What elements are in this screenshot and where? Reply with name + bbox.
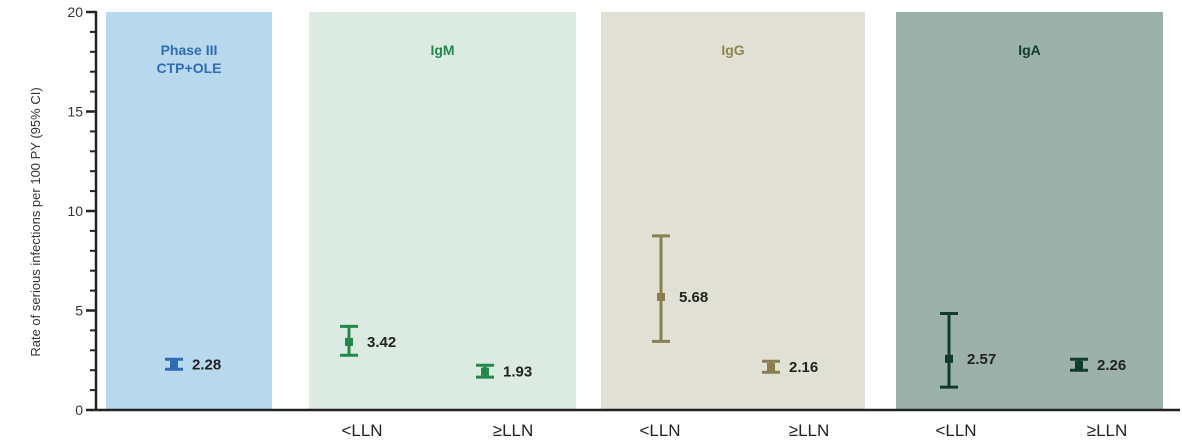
x-category-label: ≥LLN [789,421,830,440]
y-tick-label: 15 [67,104,83,120]
point-marker [1075,361,1083,370]
panel-backgrounds: Phase III CTP+OLE IgM IgG IgA [106,12,1163,410]
x-category-label: <LLN [935,421,976,440]
y-tick-label: 10 [67,203,83,219]
panel-title: Phase III [161,42,218,58]
value-label: 2.28 [192,357,221,374]
x-category-label: ≥LLN [1087,421,1128,440]
panel-background [896,12,1163,410]
y-tick-label: 20 [67,4,83,20]
y-axis-label: Rate of serious infections per 100 PY (9… [28,87,43,356]
x-category-label: <LLN [341,421,382,440]
point-marker [170,360,178,369]
panel-title: IgM [430,42,454,58]
point-marker [767,363,775,372]
y-tick-label: 5 [75,303,83,319]
panel-title: CTP+OLE [157,60,222,76]
value-label: 2.16 [789,359,818,376]
point-marker [945,354,953,363]
panel-background [309,12,576,410]
point-marker [481,367,489,376]
x-category-label: <LLN [639,421,680,440]
value-label: 2.57 [967,351,996,368]
value-label: 3.42 [367,334,396,351]
y-tick-label: 0 [75,402,83,418]
point-marker [657,292,665,301]
x-category-label: ≥LLN [493,421,534,440]
y-axis: Rate of serious infections per 100 PY (9… [28,4,1180,418]
data-marks: 2.28 3.42 1.93 5.68 2.16 2.57 2.26 [165,234,1126,389]
x-category-labels: <LLN ≥LLN <LLN ≥LLN <LLN ≥LLN [341,421,1127,440]
panel-title: IgG [721,42,744,58]
panel-background [106,12,272,410]
value-label: 5.68 [679,289,708,306]
value-label: 1.93 [503,364,532,381]
value-label: 2.26 [1097,357,1126,374]
point-marker [345,337,353,346]
panel-title: IgA [1018,42,1041,58]
panel-background [601,12,865,410]
